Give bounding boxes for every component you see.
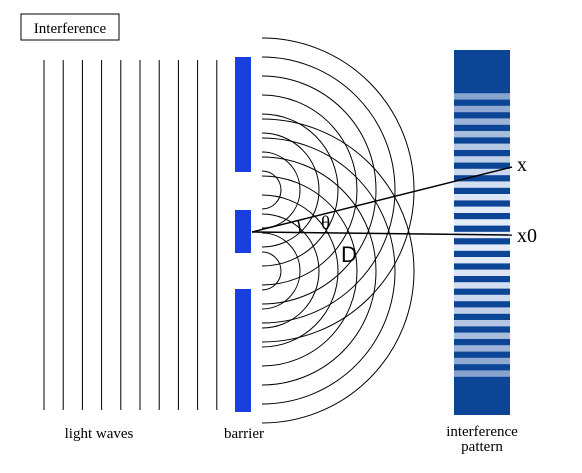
pattern-fringe bbox=[454, 156, 510, 163]
theta-label: θ bbox=[321, 213, 330, 234]
wavefronts bbox=[261, 37, 415, 424]
x-label: x bbox=[517, 154, 527, 176]
line-to-x bbox=[251, 166, 513, 233]
wavefront-arc bbox=[261, 113, 339, 267]
pattern-fringe bbox=[454, 332, 510, 339]
wavefront-arc bbox=[261, 151, 301, 229]
pattern-fringe bbox=[454, 269, 510, 276]
wavefront-arc bbox=[261, 75, 377, 305]
pattern-fringe bbox=[454, 118, 510, 125]
wavefront-arc bbox=[261, 156, 377, 386]
light-waves-label: light waves bbox=[65, 426, 134, 442]
barrier bbox=[235, 57, 251, 412]
wavefront-arc bbox=[261, 251, 282, 291]
light-waves bbox=[43, 60, 218, 410]
pattern-fringe bbox=[454, 257, 510, 264]
wavefront-arc bbox=[261, 94, 358, 286]
pattern-fringe bbox=[454, 345, 510, 352]
wavefront-arc bbox=[261, 232, 301, 310]
pattern-label-line2: pattern bbox=[461, 439, 503, 455]
pattern-fringe bbox=[454, 143, 510, 150]
pattern-fringe bbox=[454, 131, 510, 138]
pattern-fringe bbox=[454, 244, 510, 251]
pattern-fringe bbox=[454, 219, 510, 226]
x0-label: x0 bbox=[517, 225, 537, 247]
wavefront-arc bbox=[261, 213, 320, 329]
pattern-label-line1: interference bbox=[446, 424, 518, 440]
pattern-fringe bbox=[454, 206, 510, 213]
wavefront-arc bbox=[261, 132, 320, 248]
barrier-segment bbox=[235, 289, 251, 412]
pattern-fringe bbox=[454, 320, 510, 327]
barrier-label: barrier bbox=[224, 426, 264, 442]
title-box: Interference bbox=[20, 13, 120, 41]
pattern-fringe bbox=[454, 282, 510, 289]
pattern-fringe bbox=[454, 294, 510, 302]
line-to-x0 bbox=[251, 231, 513, 236]
wavefront-arc bbox=[261, 194, 339, 348]
wavefront-arc bbox=[261, 137, 396, 405]
barrier-segment bbox=[235, 210, 251, 253]
wavefront-arc bbox=[261, 118, 415, 424]
pattern-fringe bbox=[454, 168, 510, 176]
wavefront-arc bbox=[261, 175, 358, 367]
pattern-fringe bbox=[454, 194, 510, 201]
wavefront-arc bbox=[261, 37, 415, 343]
barrier-segment bbox=[235, 57, 251, 172]
pattern-fringe bbox=[454, 105, 510, 113]
theta-arc bbox=[297, 219, 301, 234]
pattern-fringe bbox=[454, 181, 510, 188]
pattern-fringe bbox=[454, 370, 510, 377]
pattern-fringe bbox=[454, 93, 510, 100]
wavefront-arc bbox=[261, 56, 396, 324]
pattern-fringe bbox=[454, 357, 510, 365]
title: Interference bbox=[34, 21, 107, 37]
d-label: D bbox=[341, 242, 357, 267]
geometry-lines bbox=[251, 166, 513, 236]
interference-pattern bbox=[454, 50, 510, 415]
pattern-fringe bbox=[454, 307, 510, 314]
wavefront-arc bbox=[261, 170, 282, 210]
